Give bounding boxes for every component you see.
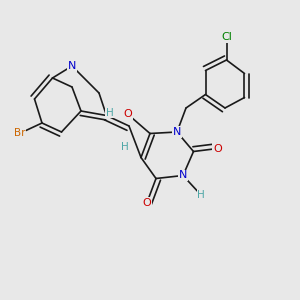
Text: O: O (123, 109, 132, 119)
Text: Cl: Cl (221, 32, 232, 43)
Text: O: O (142, 197, 152, 208)
Text: N: N (179, 170, 187, 181)
Text: N: N (173, 127, 181, 137)
Text: H: H (121, 142, 128, 152)
Text: N: N (68, 61, 76, 71)
Text: H: H (106, 107, 113, 118)
Text: Br: Br (14, 128, 25, 139)
Text: H: H (197, 190, 205, 200)
Text: O: O (213, 143, 222, 154)
